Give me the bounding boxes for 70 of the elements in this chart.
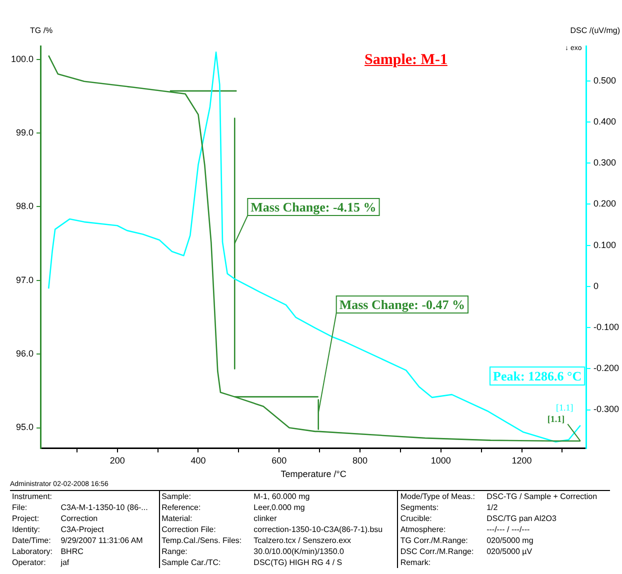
text: Segments: [398, 502, 485, 513]
x-tick-label: 400 [190, 455, 206, 466]
text: DSC Corr./M.Range: [398, 546, 485, 557]
x-axis-title: Temperature /°C [280, 469, 347, 480]
y2-axis-title: DSC /(uV/mg) [570, 26, 620, 35]
y2-tick-label: 0.500 [593, 75, 616, 86]
x-tick-label: 200 [110, 455, 125, 466]
chart-title: Sample: M-1 [364, 52, 448, 68]
text: Operator: [11, 557, 47, 568]
text: 30.0/10.00(K/min)/1350.0 [252, 546, 345, 557]
text: TG Corr./M.Range: [398, 535, 485, 546]
annotation: Mass Change: -0.47 % [339, 296, 466, 312]
x-tick-label: 800 [352, 455, 368, 466]
text: 020/5000 µV [486, 546, 534, 557]
text: 1/2 [486, 502, 499, 513]
text: jaf [60, 557, 70, 568]
text: Range: [159, 546, 252, 557]
text: BHRC [60, 546, 84, 557]
y2-tick-label: 0.300 [593, 158, 616, 168]
text: Identity: [11, 524, 42, 535]
text: Reference: [159, 502, 252, 513]
text: M-1, 60.000 mg [252, 491, 311, 502]
y-tick-label: 99.0 [16, 127, 34, 138]
text: ---/--- / ---/--- [486, 524, 531, 535]
y2-tick-label: -0.200 [593, 363, 620, 374]
y-tick-label: 96.0 [16, 348, 34, 359]
y2-tick-label: 0.200 [593, 198, 616, 209]
text: Atmosphere: [398, 524, 485, 535]
text: 020/5000 mg [486, 535, 534, 546]
annotation: Peak: 1286.6 °C [493, 368, 582, 384]
text: 9/29/2007 11:31:06 AM [60, 535, 144, 546]
text: Correction File: [159, 524, 252, 535]
y2-tick-label: -0.100 [593, 322, 620, 332]
text: Instrument: [11, 491, 54, 502]
text: Date/Time: [11, 535, 52, 546]
x-tick-label: 600 [272, 455, 287, 466]
text: Leer,0.000 mg [252, 502, 306, 513]
x-tick-label: 1000 [430, 455, 451, 466]
text: Remark: [398, 557, 485, 568]
y-tick-label: 98.0 [16, 201, 34, 212]
text: Sample Car./TC: [159, 557, 252, 568]
y2-tick-label: 0 [593, 280, 598, 291]
text: Laboratory: [11, 546, 54, 557]
text: Crucible: [398, 513, 485, 524]
y2-tick-label: 0.400 [593, 116, 616, 127]
x-tick-label: 1200 [512, 455, 532, 466]
text: File: [11, 502, 28, 513]
text: Sample: [159, 490, 252, 502]
y-tick-label: 100.0 [10, 54, 34, 64]
text: Material: [159, 513, 252, 524]
text: correction-1350-10-C3A(86-7-1).bsu [252, 524, 384, 535]
text: DSC-TG / Sample + Correction [486, 491, 598, 502]
text: Temp.Cal./Sens. Files: [159, 535, 252, 546]
text: DSC(TG) HIGH RG 4 / S [252, 557, 344, 568]
y-tick-label: 95.0 [16, 422, 34, 432]
text: Correction [60, 513, 99, 524]
y2-tick-label: 0.100 [593, 240, 616, 250]
y-tick-label: 97.0 [16, 274, 34, 285]
annotation: [1.1] [547, 414, 565, 424]
text: Mode/Type of Meas.: [398, 490, 485, 502]
text: clinker [252, 513, 278, 524]
annotation: [1.1] [556, 402, 574, 412]
y2-tick-label: -0.300 [593, 404, 620, 414]
annotation: Mass Change: -4.15 % [250, 199, 376, 214]
y-axis-title: TG /% [30, 26, 53, 35]
text: Tcalzero.tcx / Senszero.exx [252, 535, 352, 546]
text: DSC/TG pan Al2O3 [486, 513, 558, 524]
text: C3A-M-1-1350-10 (86-... [60, 502, 149, 513]
text: C3A-Project [60, 524, 105, 535]
text: Project: [11, 513, 40, 524]
